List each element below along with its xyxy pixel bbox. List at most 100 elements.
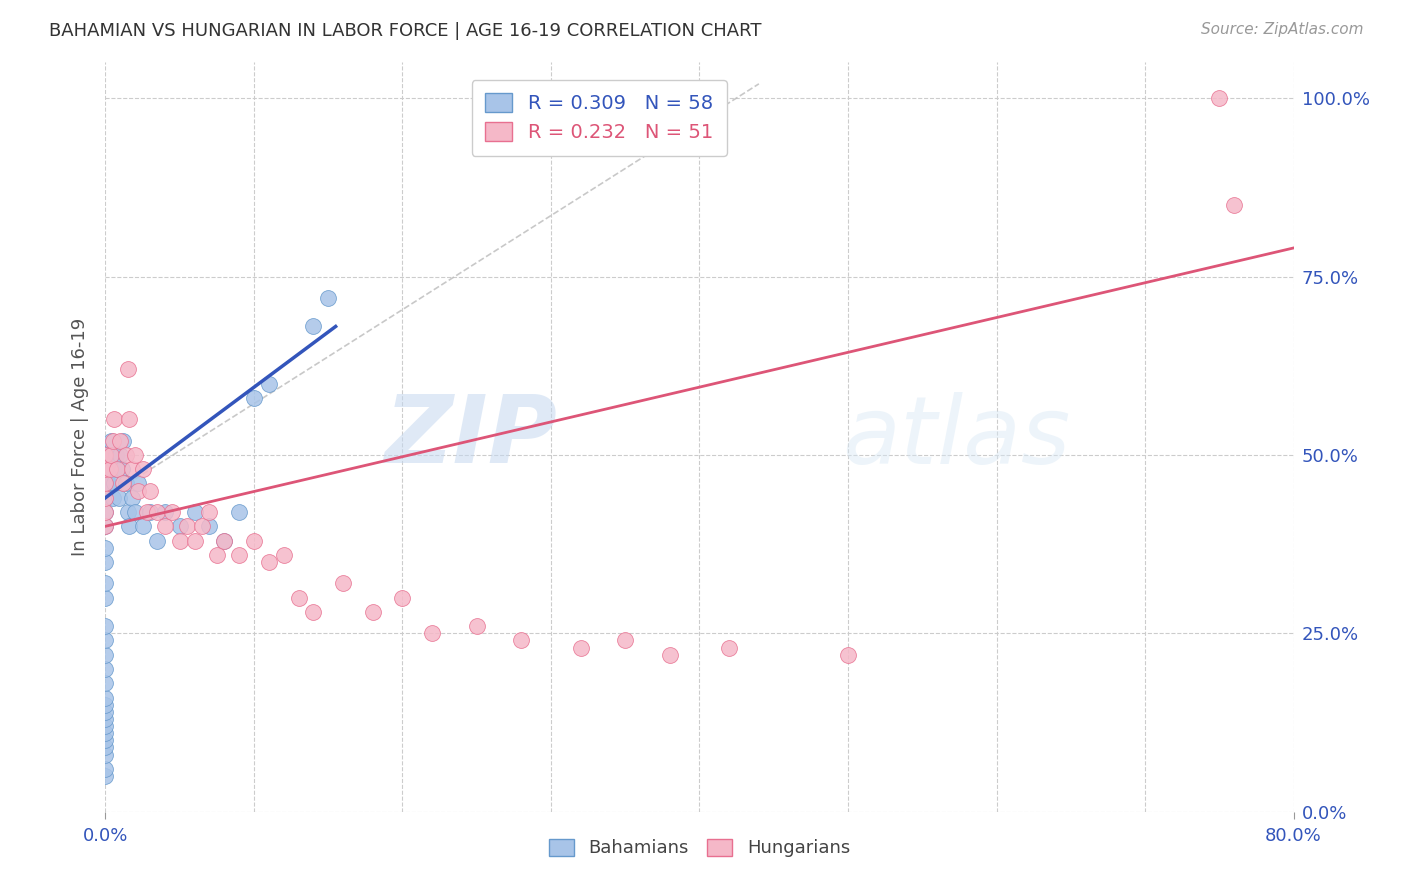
Point [94, 712, 117, 726]
Point [287, 591, 309, 605]
Point [94, 555, 117, 569]
Point [139, 483, 162, 498]
Point [198, 519, 221, 533]
Point [146, 533, 169, 548]
Point [94, 690, 117, 705]
Point [94, 769, 117, 783]
Point [110, 448, 132, 462]
Point [111, 462, 134, 476]
Point [153, 519, 176, 533]
Point [131, 519, 153, 533]
Point [169, 519, 191, 533]
Point [96, 462, 118, 476]
Point [100, 434, 122, 448]
Point [176, 519, 198, 533]
Point [94, 505, 117, 519]
Point [112, 434, 135, 448]
Point [243, 533, 266, 548]
Point [94, 747, 117, 762]
Point [316, 291, 339, 305]
Text: Source: ZipAtlas.com: Source: ZipAtlas.com [1201, 22, 1364, 37]
Point [94, 648, 117, 662]
Point [97, 462, 120, 476]
Point [94, 633, 117, 648]
Point [94, 698, 117, 712]
Point [101, 462, 124, 476]
Text: ZIP: ZIP [384, 391, 557, 483]
Point [121, 491, 143, 505]
Point [569, 640, 592, 655]
Point [94, 733, 117, 747]
Point [94, 505, 117, 519]
Point [465, 619, 488, 633]
Point [104, 448, 127, 462]
Point [302, 319, 325, 334]
Point [214, 533, 236, 548]
Point [510, 633, 533, 648]
Point [1208, 91, 1230, 105]
Point [127, 483, 149, 498]
Y-axis label: In Labor Force | Age 16-19: In Labor Force | Age 16-19 [70, 318, 89, 557]
Point [183, 533, 205, 548]
Point [110, 434, 132, 448]
Point [94, 719, 117, 733]
Point [361, 605, 384, 619]
Point [94, 491, 117, 505]
Point [614, 633, 637, 648]
Point [94, 591, 117, 605]
Point [302, 605, 325, 619]
Point [332, 576, 354, 591]
Point [97, 476, 120, 491]
Text: BAHAMIAN VS HUNGARIAN IN LABOR FORCE | AGE 16-19 CORRELATION CHART: BAHAMIAN VS HUNGARIAN IN LABOR FORCE | A… [49, 22, 762, 40]
Point [169, 533, 191, 548]
Point [101, 491, 124, 505]
Point [139, 505, 162, 519]
Point [118, 412, 141, 426]
Point [118, 519, 141, 533]
Point [94, 705, 117, 719]
Point [115, 476, 138, 491]
Point [718, 640, 741, 655]
Point [94, 576, 117, 591]
Point [94, 662, 117, 676]
Point [257, 376, 280, 391]
Point [124, 448, 146, 462]
Legend: Bahamians, Hungarians: Bahamians, Hungarians [536, 826, 863, 870]
Point [94, 676, 117, 690]
Point [94, 740, 117, 755]
Point [94, 476, 117, 491]
Point [228, 548, 250, 562]
Point [205, 548, 228, 562]
Point [94, 462, 117, 476]
Point [136, 505, 159, 519]
Point [94, 519, 117, 533]
Point [191, 519, 214, 533]
Point [124, 505, 146, 519]
Point [98, 448, 121, 462]
Point [658, 648, 681, 662]
Point [108, 491, 131, 505]
Point [103, 476, 125, 491]
Point [105, 462, 128, 476]
Point [837, 648, 859, 662]
Point [257, 555, 280, 569]
Point [94, 448, 117, 462]
Point [94, 519, 117, 533]
Point [94, 541, 117, 555]
Point [94, 491, 117, 505]
Point [105, 462, 128, 476]
Point [127, 476, 149, 491]
Point [96, 448, 118, 462]
Point [146, 505, 169, 519]
Point [243, 391, 266, 405]
Point [115, 448, 138, 462]
Point [101, 434, 124, 448]
Point [228, 505, 250, 519]
Point [94, 726, 117, 740]
Point [162, 505, 184, 519]
Point [98, 462, 121, 476]
Point [103, 412, 125, 426]
Point [273, 548, 295, 562]
Point [198, 505, 221, 519]
Point [96, 476, 118, 491]
